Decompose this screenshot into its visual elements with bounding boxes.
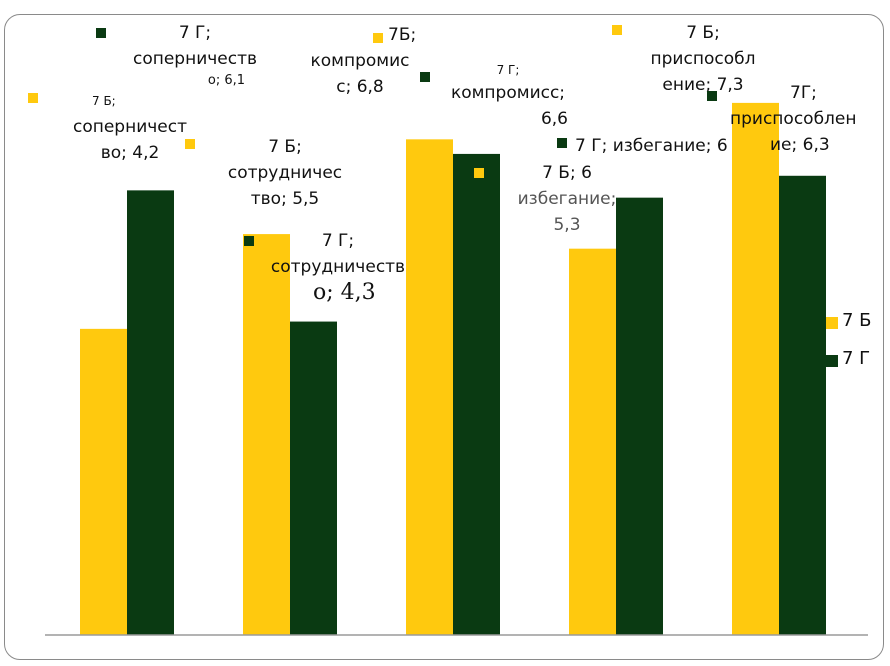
label-line: приспособлен xyxy=(730,109,857,129)
bars-group xyxy=(80,102,826,636)
marker-7g xyxy=(244,236,254,246)
marker-7g xyxy=(707,91,717,101)
chart-frame xyxy=(4,14,884,660)
label-line: ение; 7,3 xyxy=(662,75,744,95)
label-line: о; 6,1 xyxy=(207,73,245,88)
label-line: во; 4,2 xyxy=(100,143,160,163)
data-label-7g-sotrud: 7 Г; сотрудничеств о; 4,3 xyxy=(258,228,418,306)
marker-7b xyxy=(474,168,484,178)
legend-swatch-7b xyxy=(826,317,838,329)
data-label-7b-izbeg: 7 Б; 6 избегание; 5,3 xyxy=(492,160,642,238)
bar-7g-5 xyxy=(779,175,826,635)
bar-7g-3 xyxy=(453,153,500,636)
data-label-7g-kompr: 7 Г; компромисс; 6,6 xyxy=(428,60,588,132)
label-line: 7 Б; xyxy=(686,23,720,43)
bar-7g-1 xyxy=(127,190,174,635)
label-line: 7 Б; xyxy=(268,137,302,157)
label-line: о; 4,3 xyxy=(313,280,376,305)
bar-7g-2 xyxy=(290,321,337,635)
label-line: 5,3 xyxy=(553,215,581,235)
label-line: 7 Г; xyxy=(496,63,520,77)
marker-7b xyxy=(612,25,622,35)
legend-swatch-7g xyxy=(826,355,838,367)
marker-7b xyxy=(28,93,38,103)
data-label-7b-sopern-prefix: 7 Б; xyxy=(92,94,116,108)
label-line: 7Б; xyxy=(388,25,417,45)
marker-7g xyxy=(96,28,106,38)
marker-7b xyxy=(185,139,195,149)
data-label-7b-sopern: 7 Б; соперничест во; 4,2 xyxy=(45,114,215,166)
label-line: тво; 5,5 xyxy=(250,189,320,209)
bar-7b-1 xyxy=(80,328,127,635)
legend-label-7b: 7 Б xyxy=(842,310,872,331)
label-line: 7 Б; 6 xyxy=(542,163,592,183)
marker-7g xyxy=(557,138,567,148)
label-line: избегание; xyxy=(517,189,617,209)
label-line: 7 Г; xyxy=(321,231,355,251)
bar-7b-2 xyxy=(243,234,290,636)
label-line: приспособл xyxy=(650,49,756,69)
data-label-7b-prispos: 7 Б; приспособл ение; 7,3 xyxy=(628,20,778,98)
label-line: компромисс; xyxy=(450,83,566,103)
label-line: соперничеств xyxy=(132,49,258,69)
bar-7b-4 xyxy=(569,248,616,636)
label-line: компромис xyxy=(310,51,410,71)
data-label-7b-sotrud: 7 Б; сотрудничес тво; 5,5 xyxy=(200,134,370,212)
label-line: 7 Г; xyxy=(178,23,212,43)
label-line: сотрудничес xyxy=(227,163,343,183)
label-line: 6,6 xyxy=(540,109,568,129)
data-label-7g-izbeg: 7 Г; избегание; 6 xyxy=(575,136,728,156)
data-label-7b-kompr: 7Б; компромис с; 6,8 xyxy=(300,22,420,100)
data-label-7g-sopern: 7 Г; соперничеств о; 6,1 xyxy=(110,20,280,90)
label-line: ие; 6,3 xyxy=(770,135,830,155)
bar-7b-5 xyxy=(732,102,779,636)
legend-label-7g: 7 Г xyxy=(842,348,871,369)
bar-7g-4 xyxy=(616,197,663,635)
label-line: 7Г; xyxy=(790,83,817,103)
label-line: сотрудничеств xyxy=(270,257,406,277)
marker-7b xyxy=(373,33,383,43)
bar-7b-3 xyxy=(406,139,453,636)
label-line: с; 6,8 xyxy=(336,77,384,97)
data-label-7g-prispos: 7Г; приспособлен ие; 6,3 xyxy=(730,80,888,158)
marker-7g xyxy=(420,72,430,82)
label-line: соперничест xyxy=(72,117,188,137)
